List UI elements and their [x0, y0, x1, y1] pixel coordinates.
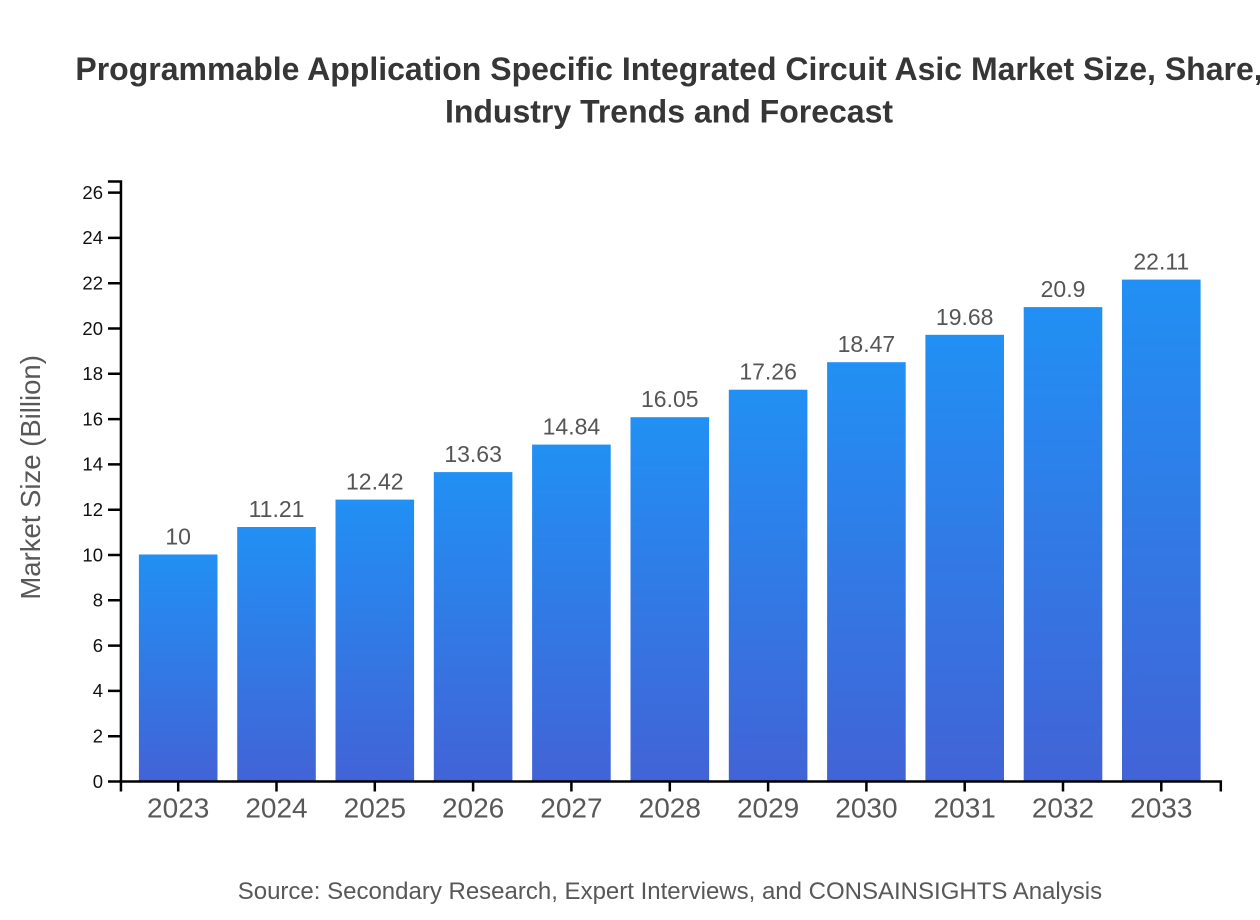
svg-text:20: 20	[82, 318, 103, 339]
svg-text:Market Size (Billion): Market Size (Billion)	[15, 355, 46, 600]
svg-text:18: 18	[82, 363, 103, 384]
svg-text:16: 16	[82, 408, 103, 429]
svg-text:0: 0	[93, 771, 103, 792]
svg-text:2026: 2026	[442, 793, 504, 824]
svg-text:2023: 2023	[147, 793, 209, 824]
svg-text:18.47: 18.47	[838, 331, 896, 357]
svg-text:2030: 2030	[835, 793, 897, 824]
svg-text:19.68: 19.68	[936, 304, 994, 330]
svg-text:17.26: 17.26	[739, 359, 797, 385]
svg-text:11.21: 11.21	[249, 496, 305, 522]
svg-text:2027: 2027	[540, 793, 602, 824]
svg-text:8: 8	[93, 590, 103, 611]
svg-text:2032: 2032	[1032, 793, 1094, 824]
svg-text:2: 2	[93, 726, 103, 747]
svg-text:4: 4	[93, 680, 103, 701]
svg-text:14.84: 14.84	[543, 414, 601, 440]
svg-text:12: 12	[82, 499, 103, 520]
svg-text:10: 10	[82, 544, 103, 565]
svg-text:2029: 2029	[737, 793, 799, 824]
svg-text:2033: 2033	[1130, 793, 1192, 824]
svg-text:14: 14	[82, 454, 103, 475]
svg-text:2025: 2025	[344, 793, 406, 824]
svg-text:22.11: 22.11	[1133, 249, 1189, 275]
svg-text:2031: 2031	[934, 793, 996, 824]
svg-text:10: 10	[165, 524, 191, 550]
svg-text:Source: Secondary Research, Ex: Source: Secondary Research, Expert Inter…	[238, 878, 1102, 905]
svg-text:6: 6	[93, 635, 103, 656]
svg-text:Programmable Application Speci: Programmable Application Specific Integr…	[75, 51, 1260, 87]
svg-text:12.42: 12.42	[346, 469, 404, 495]
svg-text:16.05: 16.05	[641, 386, 699, 412]
svg-text:26: 26	[82, 182, 103, 203]
svg-text:24: 24	[82, 227, 103, 248]
svg-text:2024: 2024	[245, 793, 307, 824]
svg-text:13.63: 13.63	[444, 441, 502, 467]
svg-text:20.9: 20.9	[1041, 276, 1086, 302]
svg-text:Industry Trends and Forecast: Industry Trends and Forecast	[445, 94, 893, 130]
svg-text:22: 22	[82, 273, 103, 294]
svg-text:2028: 2028	[639, 793, 701, 824]
